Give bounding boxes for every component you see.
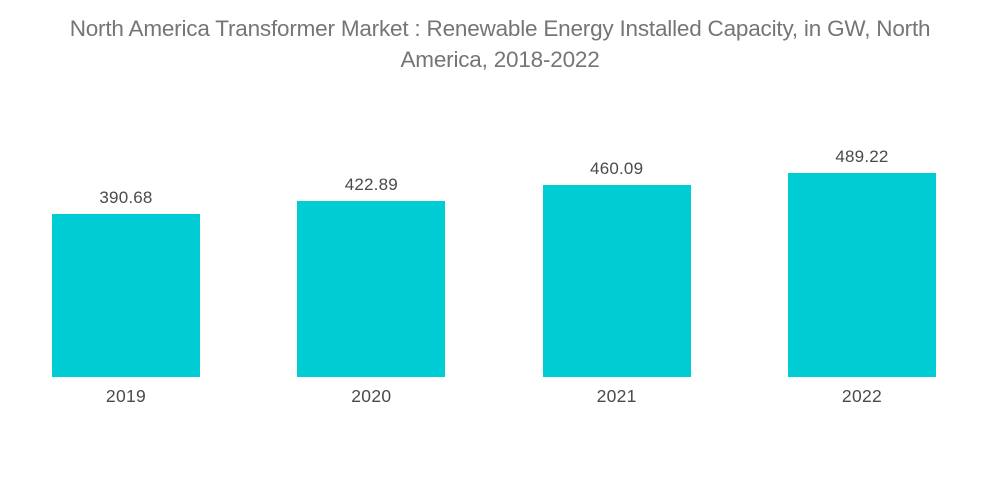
- bar-chart-plot-area: 390.68 2019 422.89 2020 460.09 2021 489.22 2022: [52, 140, 936, 407]
- bar-2021: [542, 185, 691, 377]
- bar-column-2019: 390.68 2019: [52, 189, 200, 407]
- x-axis-tick-label: 2020: [351, 386, 392, 406]
- x-axis-tick-label: 2019: [105, 386, 147, 406]
- bar-2020: [297, 201, 446, 377]
- bar-value-label: 390.68: [99, 188, 153, 207]
- x-axis-tick-label: 2021: [596, 386, 637, 406]
- bar-column-2020: 422.89 2020: [297, 175, 446, 407]
- bar-value-label: 422.89: [344, 175, 398, 194]
- bar-2022: [787, 173, 936, 377]
- x-axis-tick-label: 2022: [841, 386, 883, 406]
- bar-column-2022: 489.22 2022: [787, 147, 936, 407]
- bar-column-2021: 460.09 2021: [542, 159, 691, 407]
- chart-title: North America Transformer Market : Renew…: [69, 16, 931, 72]
- bar-value-label: 489.22: [835, 147, 889, 166]
- bar-value-label: 460.09: [590, 159, 644, 178]
- bar-2019: [52, 214, 200, 377]
